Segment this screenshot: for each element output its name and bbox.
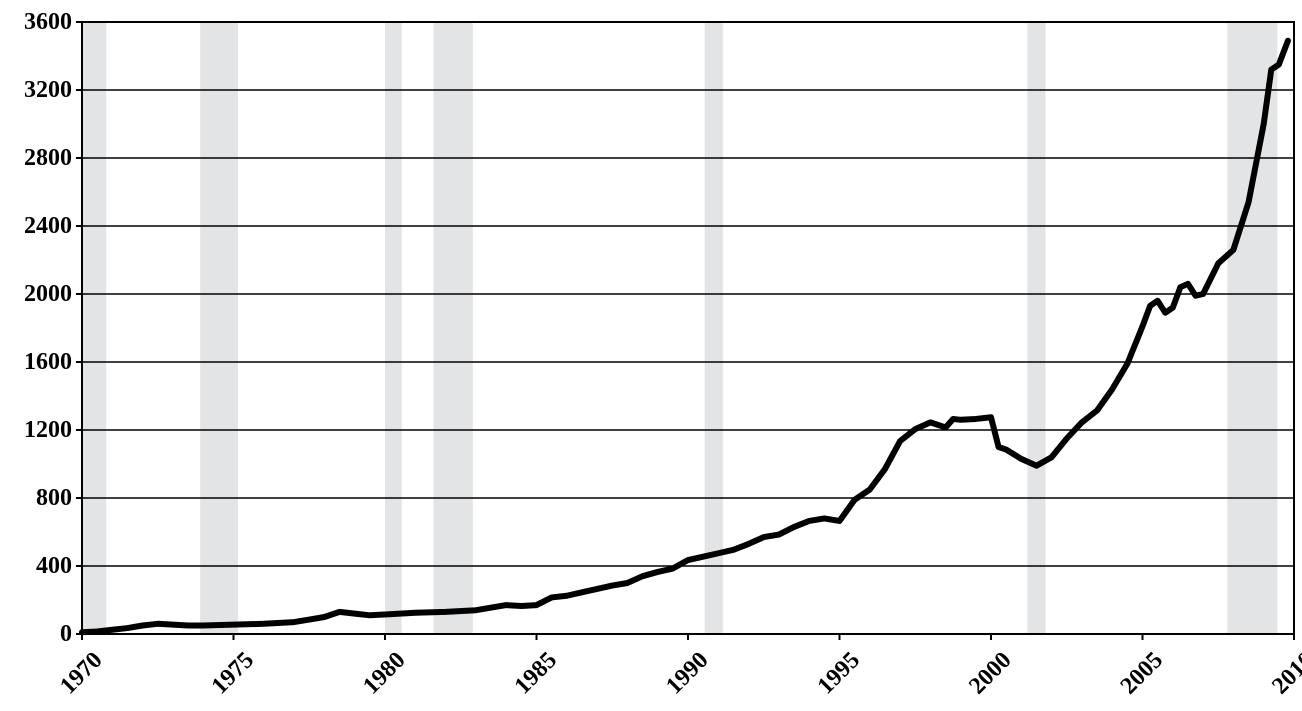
y-tick-label: 2400 (24, 213, 72, 239)
y-tick-label: 1200 (24, 417, 72, 443)
y-tick-label: 3200 (24, 77, 72, 103)
y-tick-label: 2800 (24, 145, 72, 171)
x-tick-label: 2010 (1267, 647, 1302, 699)
x-tick-label: 1985 (510, 647, 562, 699)
series-line (79, 37, 1291, 636)
x-tick-label: 2005 (1116, 647, 1168, 699)
y-tick-label: 1600 (24, 349, 72, 375)
x-tick-label: 1995 (813, 647, 865, 699)
y-tick-label: 3600 (24, 9, 72, 35)
shaded-period-band (200, 22, 239, 634)
shaded-period-band (1027, 22, 1046, 634)
x-tick-label: 2000 (964, 647, 1016, 699)
x-tick-label: 1990 (661, 647, 713, 699)
shaded-period-band (433, 22, 473, 634)
y-tick-label: 2000 (24, 281, 72, 307)
gridlines (82, 21, 1294, 567)
plot-frame (81, 21, 1295, 635)
shaded-period-band (704, 22, 723, 634)
x-tick-label: 1970 (55, 647, 107, 699)
shaded-periods (82, 22, 1278, 634)
shaded-period-band (385, 22, 402, 634)
axes-frame (76, 21, 1295, 640)
shaded-period-band (1227, 22, 1278, 634)
shaded-period-band (82, 22, 107, 634)
x-tick-label: 1980 (358, 647, 410, 699)
y-tick-label: 0 (60, 621, 72, 647)
y-tick-label: 400 (36, 553, 72, 579)
series-layer (79, 37, 1291, 636)
x-tick-label: 1975 (207, 647, 259, 699)
y-tick-label: 800 (36, 485, 72, 511)
